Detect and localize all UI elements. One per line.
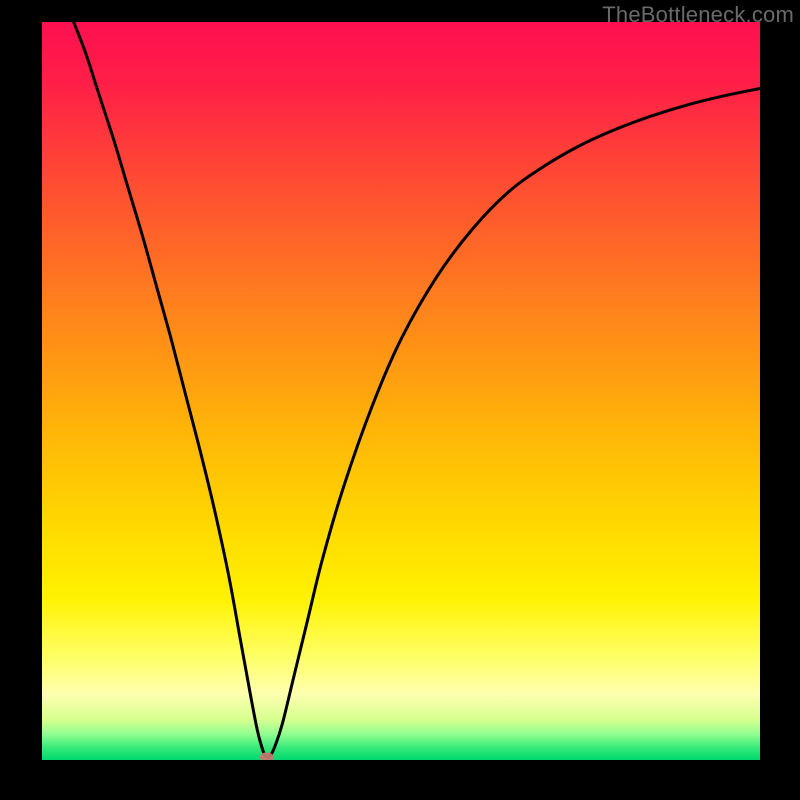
watermark-text: TheBottleneck.com	[602, 2, 794, 28]
chart-container: TheBottleneck.com	[0, 0, 800, 800]
plot-background	[42, 22, 760, 760]
minimum-marker	[260, 752, 274, 762]
bottleneck-chart	[0, 0, 800, 800]
